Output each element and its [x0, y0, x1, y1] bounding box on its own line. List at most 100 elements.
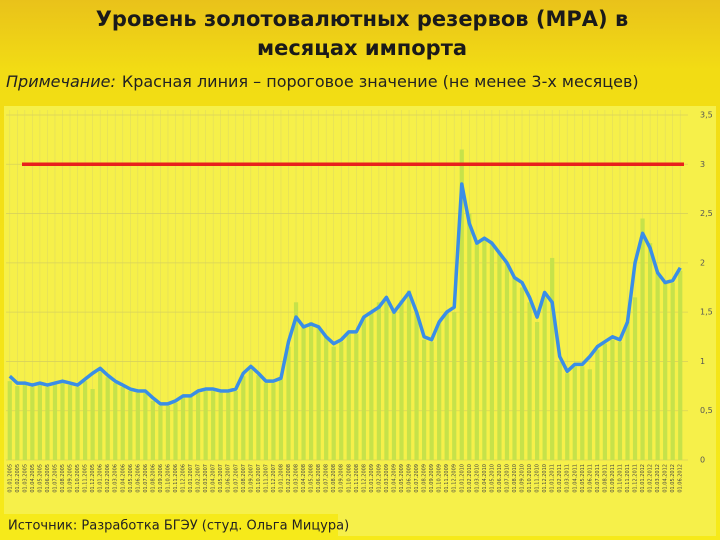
x-tick-label: 01.01.2006: [98, 464, 104, 493]
x-tick-label: 01.02.2006: [105, 464, 111, 493]
note-text: Красная линия – пороговое значение (не м…: [122, 72, 639, 91]
x-tick-label: 01.10.2006: [165, 464, 171, 493]
bar: [632, 297, 638, 460]
bar: [30, 387, 35, 460]
x-tick-label: 01.09.2008: [339, 464, 345, 493]
x-tick-label: 01.12.2006: [181, 464, 187, 493]
y-tick-label: 3: [700, 160, 705, 169]
x-tick-label: 01.06.2005: [45, 464, 51, 493]
bar: [429, 341, 434, 460]
bar: [233, 391, 238, 460]
bar: [241, 376, 246, 460]
x-tick-label: 01.11.2007: [263, 464, 269, 493]
x-tick-label: 01.01.2012: [640, 464, 646, 493]
x-tick-label: 01.01.2011: [550, 464, 556, 493]
bar: [15, 386, 20, 460]
bar: [7, 381, 12, 460]
bar: [361, 317, 366, 460]
y-tick-label: 2: [700, 258, 705, 267]
x-tick-label: 01.09.2006: [158, 464, 164, 493]
bar: [248, 369, 253, 460]
bar: [173, 402, 178, 460]
x-tick-label: 01.03.2012: [655, 464, 661, 493]
x-tick-label: 01.06.2011: [587, 464, 593, 493]
bar: [391, 312, 397, 460]
bar: [647, 243, 653, 460]
bar: [655, 272, 660, 460]
bar: [376, 302, 382, 460]
x-tick-label: 01.06.2009: [407, 464, 413, 493]
x-tick-label: 01.05.2005: [37, 464, 43, 493]
x-tick-label: 01.02.2009: [376, 464, 382, 493]
bar: [158, 405, 163, 460]
x-tick-label: 01.10.2007: [256, 464, 262, 493]
x-tick-label: 01.12.2007: [271, 464, 277, 493]
bar: [557, 361, 562, 460]
y-tick-label: 3,5: [700, 111, 713, 120]
x-tick-label: 01.04.2012: [663, 464, 669, 493]
line: [8, 182, 682, 406]
x-tick-label: 01.06.2007: [226, 464, 232, 493]
x-tick-label: 01.05.2009: [399, 464, 405, 493]
bar: [316, 326, 321, 460]
bar: [452, 312, 457, 460]
x-tick-label: 01.07.2010: [504, 464, 510, 493]
y-tick-label: 2,5: [700, 209, 713, 218]
x-tick-label: 01.05.2007: [218, 464, 224, 493]
bar: [180, 396, 186, 460]
bar: [437, 322, 442, 460]
note-label: Примечание:: [6, 72, 116, 91]
bar: [278, 379, 284, 460]
x-tick-label: 01.04.2008: [301, 464, 307, 493]
bar: [587, 369, 592, 460]
bar: [384, 300, 389, 460]
bar: [399, 300, 404, 460]
x-tick-label: 01.12.2005: [90, 464, 96, 493]
bar: [459, 149, 464, 460]
x-tick-label: 01.08.2008: [331, 464, 337, 493]
x-tick-label: 01.03.2006: [113, 464, 119, 493]
x-tick-label: 01.05.2008: [309, 464, 315, 493]
x-tick-label: 01.01.2005: [7, 464, 13, 493]
x-tick-label: 01.06.2008: [316, 464, 322, 493]
bar: [550, 257, 555, 460]
x-tick-label: 01.12.2008: [361, 464, 367, 493]
bar: [474, 243, 479, 460]
x-tick-label: 01.08.2010: [512, 464, 518, 493]
bar: [37, 383, 43, 460]
x-tick-label: 01.07.2008: [324, 464, 330, 493]
bar: [308, 322, 314, 460]
x-tick-label: 01.07.2006: [143, 464, 149, 493]
x-tick-label: 01.02.2011: [557, 464, 563, 493]
bar: [150, 400, 156, 460]
bar: [301, 326, 306, 460]
bar: [678, 270, 683, 460]
x-tick-label: 01.12.2009: [452, 464, 458, 493]
x-tick-label: 01.08.2009: [422, 464, 428, 493]
x-tick-label: 01.11.2005: [83, 464, 89, 493]
x-tick-label: 01.01.2010: [459, 464, 465, 493]
bar: [512, 277, 517, 460]
bar: [211, 391, 216, 460]
bar: [98, 371, 103, 460]
bar: [602, 343, 608, 460]
bar: [625, 322, 630, 460]
bar: [195, 392, 201, 460]
bar: [203, 391, 208, 460]
bar: [331, 346, 336, 460]
x-tick-label: 01.03.2009: [384, 464, 390, 493]
x-tick-label: 01.02.2012: [648, 464, 654, 493]
x-tick-label: 01.11.2009: [444, 464, 450, 493]
x-tick-label: 01.07.2007: [233, 464, 239, 493]
x-tick-label: 01.01.2007: [188, 464, 194, 493]
source: Источник: Разработка БГЭУ (студ. Ольга М…: [8, 519, 349, 534]
x-tick-label: 01.02.2010: [467, 464, 473, 493]
x-tick-label: 01.11.2010: [535, 464, 541, 493]
bar: [286, 346, 291, 460]
bar: [670, 282, 675, 460]
x-tick-label: 01.04.2011: [572, 464, 578, 493]
x-tick-label: 01.02.2007: [196, 464, 202, 493]
bar: [226, 392, 231, 460]
bar: [406, 290, 412, 460]
